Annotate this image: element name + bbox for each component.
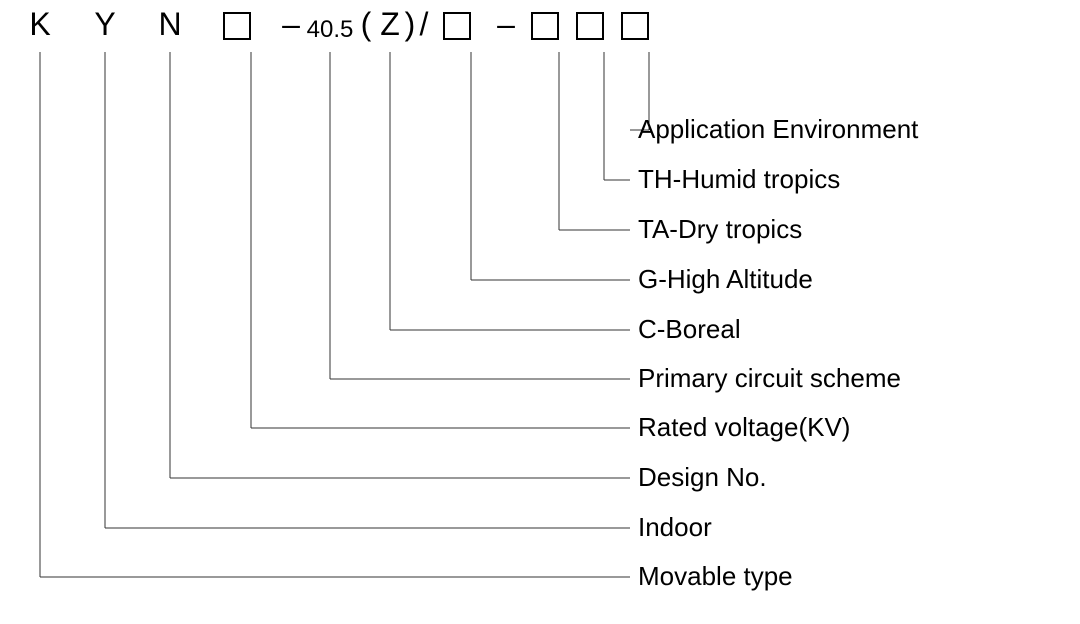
designation-label: C-Boreal [638,314,741,345]
designation-label: Rated voltage(KV) [638,412,850,443]
designation-label: TH-Humid tropics [638,164,840,195]
code-part-text: Y [94,6,115,43]
designation-label: TA-Dry tropics [638,214,802,245]
code-part-text: – [497,6,515,43]
code-placeholder-box [531,12,559,40]
designation-label: Design No. [638,462,767,493]
code-part-text: K [29,6,50,43]
code-part-text: ( [361,6,372,43]
code-placeholder-box [576,12,604,40]
code-part-text: Z [380,6,400,43]
code-placeholder-box [621,12,649,40]
code-placeholder-box [443,12,471,40]
code-part-text: N [158,6,181,43]
model-code-row: KYN–40.5(Z)/– [30,6,730,50]
code-part-text: ) [405,6,416,43]
designation-label: Primary circuit scheme [638,363,901,394]
code-part-text: / [420,6,429,43]
designation-label: Indoor [638,512,712,543]
connection-lines [0,0,1080,624]
code-part-text: – [282,6,300,43]
code-placeholder-box [223,12,251,40]
designation-label: Application Environment [638,114,918,145]
designation-label: Movable type [638,561,793,592]
designation-label: G-High Altitude [638,264,813,295]
code-part-small: 40.5 [307,16,354,44]
